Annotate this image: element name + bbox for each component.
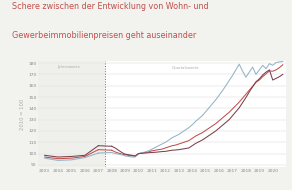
Text: Gewerbeimmobilienpreisen geht auseinander: Gewerbeimmobilienpreisen geht auseinande… <box>12 31 196 40</box>
Text: Schere zwischen der Entwicklung von Wohn- und: Schere zwischen der Entwicklung von Wohn… <box>12 2 208 11</box>
Y-axis label: 2010 = 100: 2010 = 100 <box>20 98 25 130</box>
Bar <box>38 61 105 167</box>
Text: Jahreswerte: Jahreswerte <box>58 65 80 69</box>
Text: Quartalswerte: Quartalswerte <box>172 65 199 69</box>
